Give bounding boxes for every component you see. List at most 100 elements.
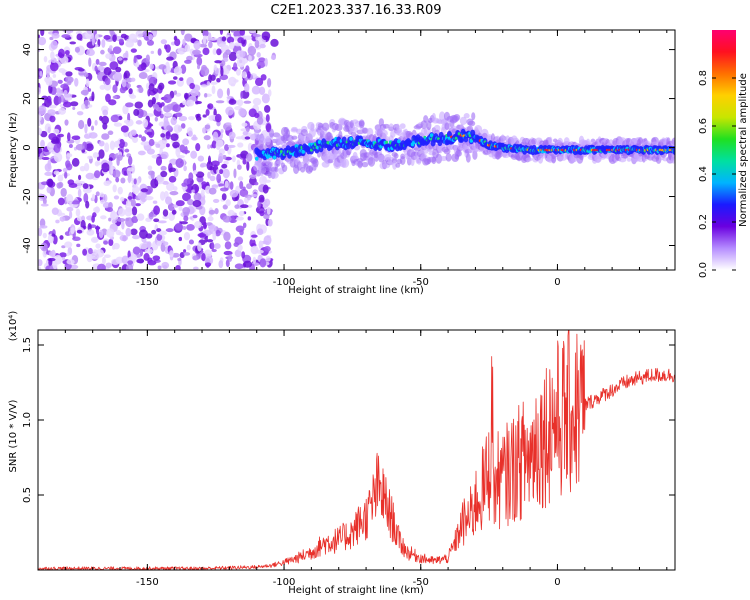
noise-speckle — [165, 143, 170, 148]
noise-speckle — [204, 124, 211, 130]
noise-speckle — [239, 30, 246, 36]
noise-speckle — [197, 64, 201, 70]
noise-speckle — [162, 215, 169, 220]
noise-speckle — [53, 128, 60, 134]
noise-speckle — [203, 135, 211, 141]
noise-speckle — [158, 230, 167, 236]
noise-speckle — [181, 149, 190, 154]
noise-speckle — [209, 175, 216, 182]
track-halo — [471, 112, 476, 121]
noise-speckle — [100, 49, 105, 55]
noise-speckle — [253, 34, 261, 38]
noise-speckle — [169, 190, 179, 196]
noise-speckle — [74, 77, 79, 87]
noise-speckle — [133, 178, 137, 185]
noise-speckle — [241, 251, 246, 259]
noise-speckle — [87, 104, 93, 108]
noise-speckle — [259, 258, 267, 268]
snr-y-ticks: 0.5 1.0 1.5 — [22, 337, 675, 503]
noise-speckle — [75, 143, 85, 151]
track-halo — [433, 124, 441, 132]
noise-speckle — [168, 167, 176, 173]
noise-speckle — [242, 131, 249, 136]
noise-speckle — [93, 206, 101, 213]
noise-speckle — [166, 56, 174, 61]
noise-speckle — [237, 176, 244, 181]
noise-speckle — [147, 99, 154, 108]
noise-speckle — [60, 187, 67, 198]
noise-speckle — [162, 209, 169, 217]
noise-speckle — [76, 229, 83, 234]
colorbar-tick-label: 0.8 — [698, 70, 709, 86]
noise-speckle — [132, 246, 141, 255]
noise-speckle — [112, 169, 121, 179]
noise-speckle — [158, 82, 165, 91]
noise-speckle — [218, 43, 226, 48]
noise-speckle — [169, 158, 178, 165]
y-tick-label: 1.5 — [22, 337, 33, 353]
noise-speckle — [234, 42, 242, 47]
noise-speckle — [207, 103, 214, 110]
track-halo — [334, 123, 343, 132]
noise-speckle — [263, 214, 270, 220]
noise-speckle — [265, 256, 271, 262]
noise-speckle — [222, 168, 230, 179]
noise-speckle — [214, 113, 222, 123]
noise-speckle — [246, 161, 250, 171]
y-tick-label: -20 — [22, 188, 33, 204]
noise-speckle — [139, 247, 144, 257]
noise-speckle — [127, 195, 133, 200]
noise-speckle — [202, 30, 209, 37]
noise-speckle — [85, 143, 94, 152]
noise-speckle — [147, 170, 155, 176]
noise-speckle — [189, 216, 193, 220]
noise-speckle — [159, 191, 166, 201]
noise-speckle — [162, 180, 169, 185]
noise-speckle — [127, 174, 132, 184]
noise-speckle — [247, 195, 251, 201]
noise-speckle — [228, 51, 237, 62]
noise-speckle — [188, 116, 195, 121]
noise-speckle — [172, 141, 180, 149]
noise-speckle — [135, 203, 141, 207]
noise-speckle — [58, 107, 67, 115]
noise-speckle — [201, 64, 207, 71]
noise-speckle — [258, 194, 265, 203]
noise-speckle — [136, 258, 145, 264]
noise-speckle — [59, 235, 64, 240]
noise-speckle — [220, 128, 224, 134]
noise-speckle — [211, 140, 217, 149]
noise-speckle — [112, 184, 117, 193]
track-halo — [264, 161, 272, 169]
noise-speckle — [69, 210, 73, 219]
track-halo — [392, 159, 397, 170]
noise-speckle — [194, 185, 198, 195]
noise-speckle — [148, 83, 155, 92]
noise-speckle — [208, 32, 212, 42]
noise-speckle — [64, 262, 72, 270]
y-tick-label: -40 — [22, 237, 33, 253]
noise-speckle — [233, 79, 239, 83]
track-halo — [357, 160, 363, 168]
noise-speckle — [212, 48, 217, 56]
noise-speckle — [80, 103, 86, 110]
noise-speckle — [131, 216, 139, 224]
noise-speckle — [182, 226, 187, 230]
noise-speckle — [175, 158, 184, 168]
noise-speckle — [42, 232, 47, 239]
noise-speckle — [78, 68, 85, 72]
noise-speckle — [174, 112, 183, 117]
noise-speckle — [167, 80, 177, 85]
track-halo — [626, 157, 632, 162]
noise-speckle — [215, 100, 225, 104]
noise-speckle — [204, 262, 212, 267]
noise-speckle — [120, 33, 127, 39]
noise-speckle — [100, 215, 107, 220]
noise-speckle — [259, 210, 265, 217]
noise-speckle — [222, 204, 228, 210]
spectrogram-y-axis-label: Frequency (Hz) — [8, 112, 19, 188]
noise-speckle — [165, 196, 172, 205]
noise-speckle — [108, 238, 114, 247]
noise-speckle — [128, 88, 133, 95]
track-core — [279, 150, 283, 154]
